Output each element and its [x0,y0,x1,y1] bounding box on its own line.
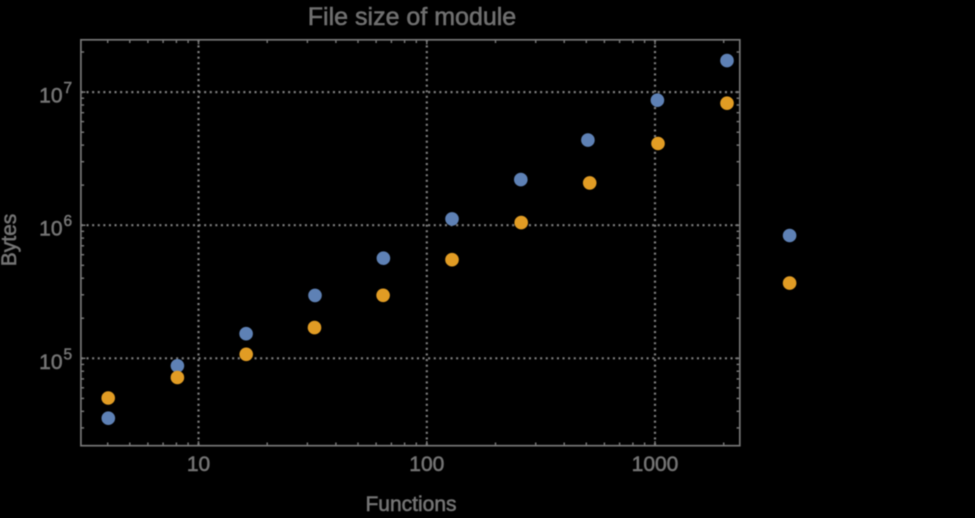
svg-text:10: 10 [39,218,62,241]
svg-text:Bytes: Bytes [0,214,21,267]
svg-text:100: 100 [409,453,444,476]
svg-text:Functions: Functions [365,493,456,513]
svg-text:1000: 1000 [632,453,679,476]
svg-text:10: 10 [39,85,62,108]
svg-text:7: 7 [64,80,73,97]
svg-text:10: 10 [39,351,62,374]
svg-text:File size of module: File size of module [308,3,516,31]
svg-text:5: 5 [64,346,73,363]
svg-text:6: 6 [64,213,73,230]
svg-text:10: 10 [187,453,210,476]
